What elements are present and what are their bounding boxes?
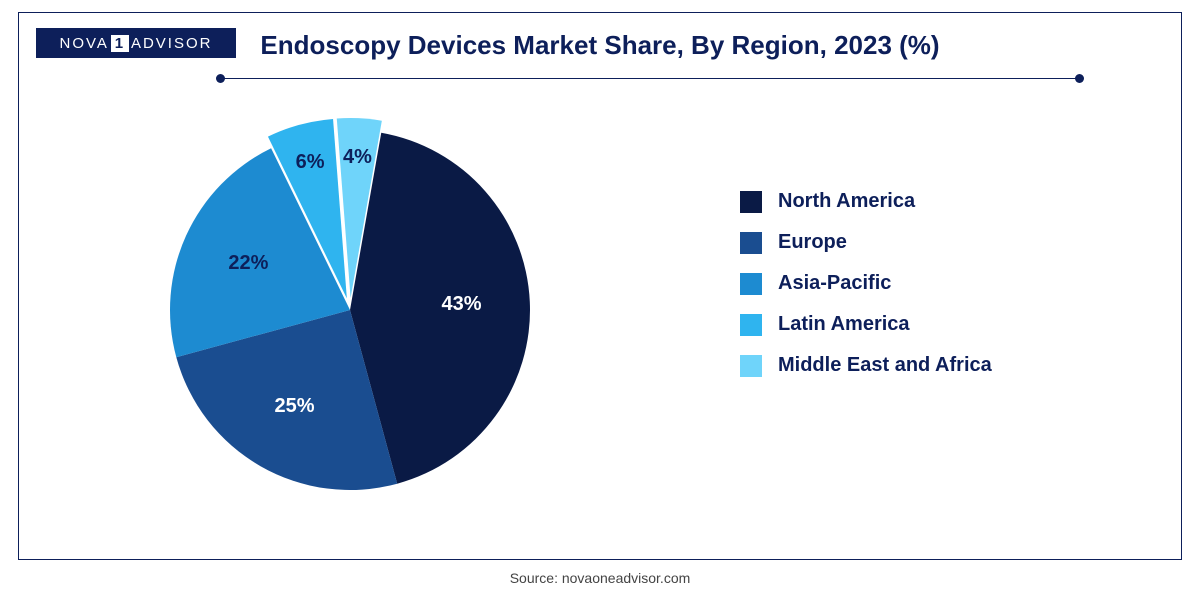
title-divider — [220, 78, 1080, 79]
pie-slice-label: 4% — [343, 146, 372, 168]
legend-swatch — [740, 273, 762, 295]
logo-text-right: ADVISOR — [131, 35, 213, 52]
legend-item: Asia-Pacific — [740, 272, 992, 295]
legend-item: Europe — [740, 231, 992, 254]
pie-chart: 43% 25% 22% 6% 4% — [140, 90, 560, 510]
legend-item: Middle East and Africa — [740, 354, 992, 377]
logo-text-left: NOVA — [60, 35, 109, 52]
source-text: Source: novaoneadvisor.com — [510, 570, 691, 586]
legend-item: North America — [740, 190, 992, 213]
legend-item: Latin America — [740, 313, 992, 336]
logo-text-one: 1 — [111, 35, 129, 52]
pie-slice-label: 43% — [441, 293, 481, 315]
pie-slice-label: 25% — [275, 395, 315, 417]
legend-swatch — [740, 355, 762, 377]
legend-label: Europe — [778, 231, 847, 254]
pie-slice-label: 22% — [228, 252, 268, 274]
pie-slice-label: 6% — [296, 151, 325, 173]
legend-label: Middle East and Africa — [778, 354, 992, 377]
legend-swatch — [740, 314, 762, 336]
legend-label: Latin America — [778, 313, 910, 336]
brand-logo: NOVA 1 ADVISOR — [36, 28, 236, 58]
legend-label: North America — [778, 190, 915, 213]
legend: North America Europe Asia-Pacific Latin Ame… — [740, 190, 992, 395]
chart-title: Endoscopy Devices Market Share, By Regio… — [260, 30, 939, 61]
legend-label: Asia-Pacific — [778, 272, 891, 295]
legend-swatch — [740, 191, 762, 213]
legend-swatch — [740, 232, 762, 254]
